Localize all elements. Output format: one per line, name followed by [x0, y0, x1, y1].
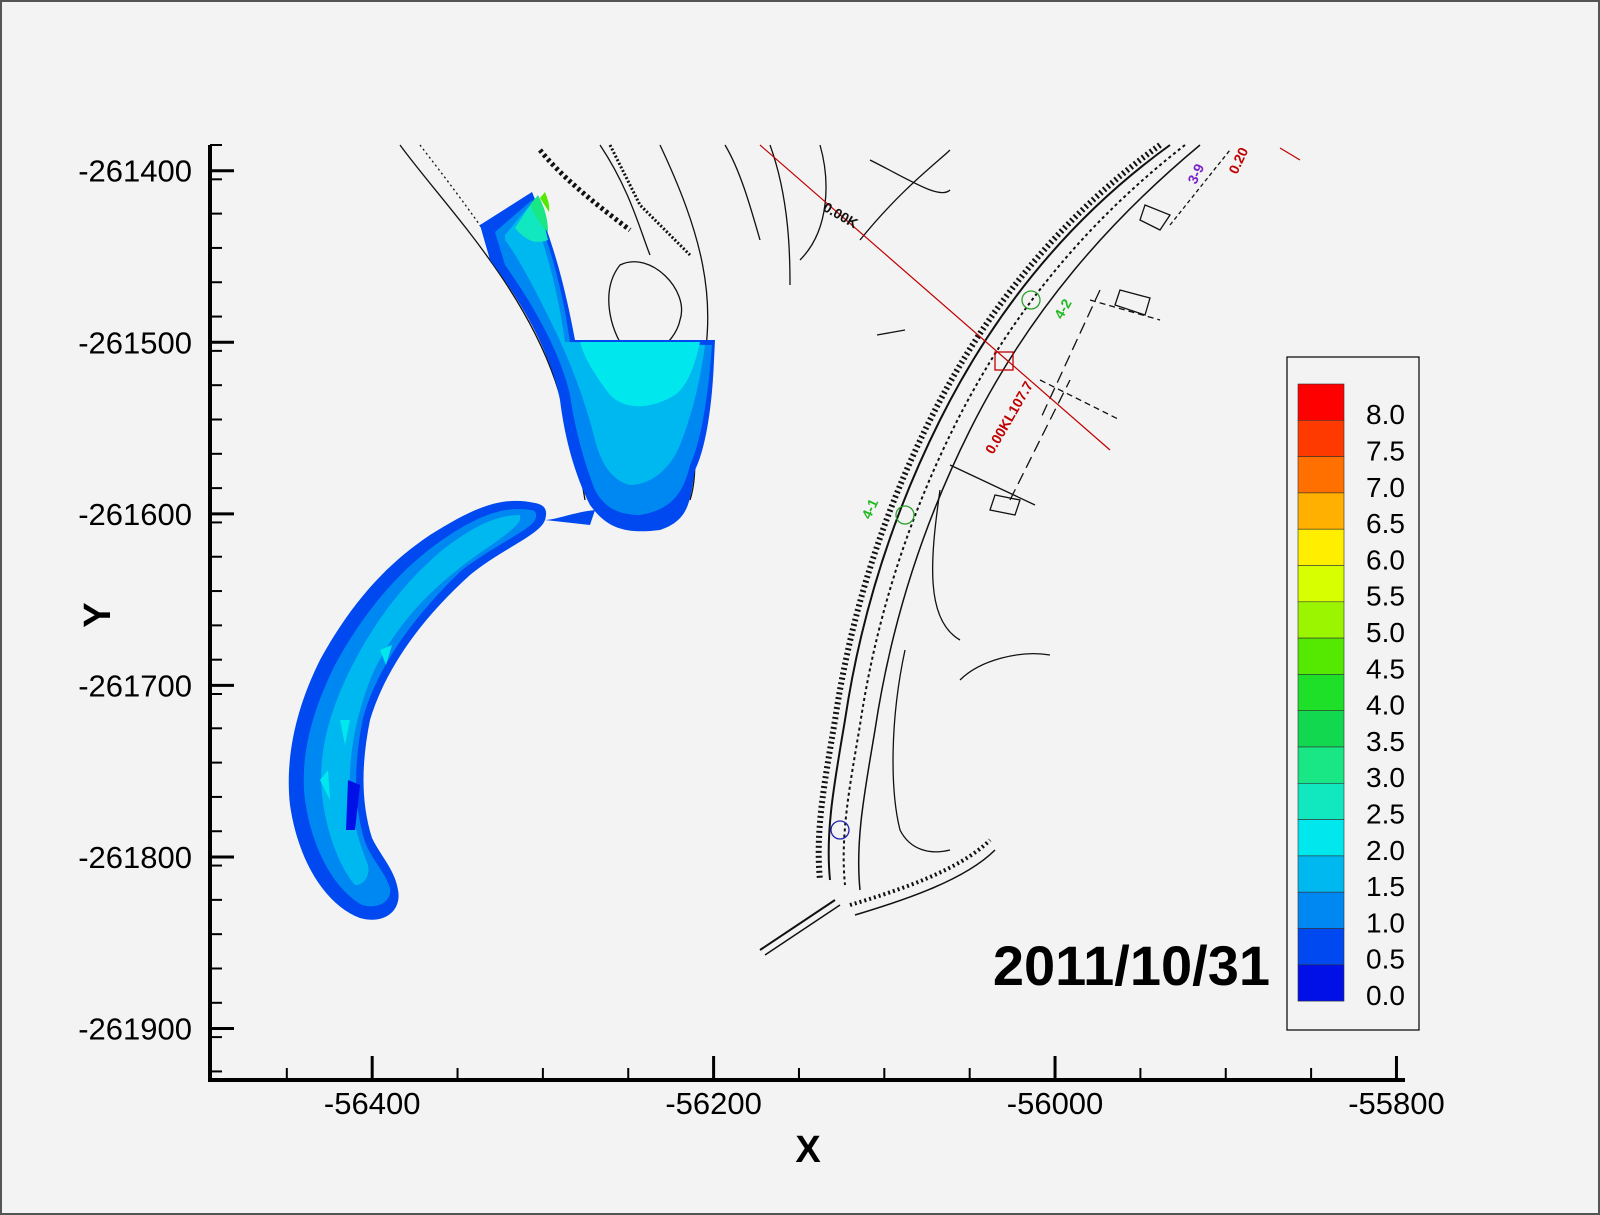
legend-label: 8.0: [1366, 399, 1405, 430]
y-tick-label: -261500: [78, 325, 192, 360]
legend-label: 6.5: [1366, 508, 1405, 539]
legend-label: 3.5: [1366, 726, 1405, 757]
legend-swatch: [1297, 456, 1345, 494]
contour-upper-basin: [480, 192, 715, 532]
axes: [208, 145, 1405, 1082]
legend-label: 0.0: [1366, 980, 1405, 1011]
legend-label: 0.5: [1366, 944, 1405, 975]
y-tick-label: -261800: [78, 840, 192, 875]
y-tick-label: -261400: [78, 154, 192, 189]
legend-swatch: [1297, 601, 1345, 639]
x-ticks: -56400 -56200 -56000 -55800: [285, 1056, 1445, 1121]
legend-label: 2.5: [1366, 798, 1405, 829]
station-label-3-9: 3-9: [1184, 161, 1207, 186]
legend-swatch: [1297, 710, 1345, 748]
legend-swatch: [1297, 964, 1345, 1002]
contour-lower-bar: [288, 500, 547, 920]
legend-swatch: [1297, 674, 1345, 712]
legend-label: 4.0: [1366, 690, 1405, 721]
x-axis-title: X: [795, 1129, 821, 1171]
legend-label: 6.0: [1366, 544, 1405, 575]
legend-swatch: [1297, 637, 1345, 675]
section-label-0-00k: 0.00K: [821, 199, 861, 232]
legend-swatch: [1297, 855, 1345, 893]
legend-swatch: [1297, 746, 1345, 784]
legend-swatch: [1297, 383, 1345, 421]
legend-swatch: [1297, 782, 1345, 820]
legend-swatch: [1297, 565, 1345, 603]
legend-label: 4.5: [1366, 653, 1405, 684]
y-tick-label: -261700: [78, 668, 192, 703]
legend-label: 5.0: [1366, 617, 1405, 648]
legend-swatch: [1297, 419, 1345, 457]
legend-swatch: [1297, 492, 1345, 530]
x-tick-label: -56000: [1007, 1086, 1104, 1121]
legend-swatch: [1297, 819, 1345, 857]
date-annotation: 2011/10/31: [993, 934, 1270, 997]
legend-label: 7.0: [1366, 472, 1405, 503]
y-tick-label: -261900: [78, 1012, 192, 1047]
y-ticks: -261400 -261500 -261600 -261700 -261800 -2619…: [78, 144, 234, 1073]
legend-label: 1.5: [1366, 871, 1405, 902]
legend-label: 1.0: [1366, 907, 1405, 938]
legend: 8.0 7.5 7.0 6.5 6.0 5.5 5.0 4.5 4.0 3.5 3.0 2.5 2.0 1…: [1286, 356, 1420, 1031]
y-tick-label: -261600: [78, 497, 192, 532]
station-label-4-2: 4-2: [1051, 296, 1075, 322]
x-tick-label: -56400: [324, 1086, 421, 1121]
section-lines: [759, 144, 1301, 451]
legend-label: 7.5: [1366, 435, 1405, 466]
station-label-4-1: 4-1: [858, 496, 881, 521]
legend-swatch: [1297, 891, 1345, 929]
legend-label: 3.0: [1366, 762, 1405, 793]
legend-label: 2.0: [1366, 835, 1405, 866]
legend-label: 5.5: [1366, 581, 1405, 612]
station-label-0-20: 0.20: [1225, 145, 1251, 177]
x-tick-label: -55800: [1348, 1086, 1445, 1121]
x-tick-label: -56200: [665, 1086, 762, 1121]
y-axis-title: Y: [77, 602, 119, 627]
legend-swatch: [1297, 928, 1345, 966]
legend-swatch: [1297, 528, 1345, 566]
section-label-0-00kl107-7: 0.00KL107.7: [982, 378, 1036, 456]
